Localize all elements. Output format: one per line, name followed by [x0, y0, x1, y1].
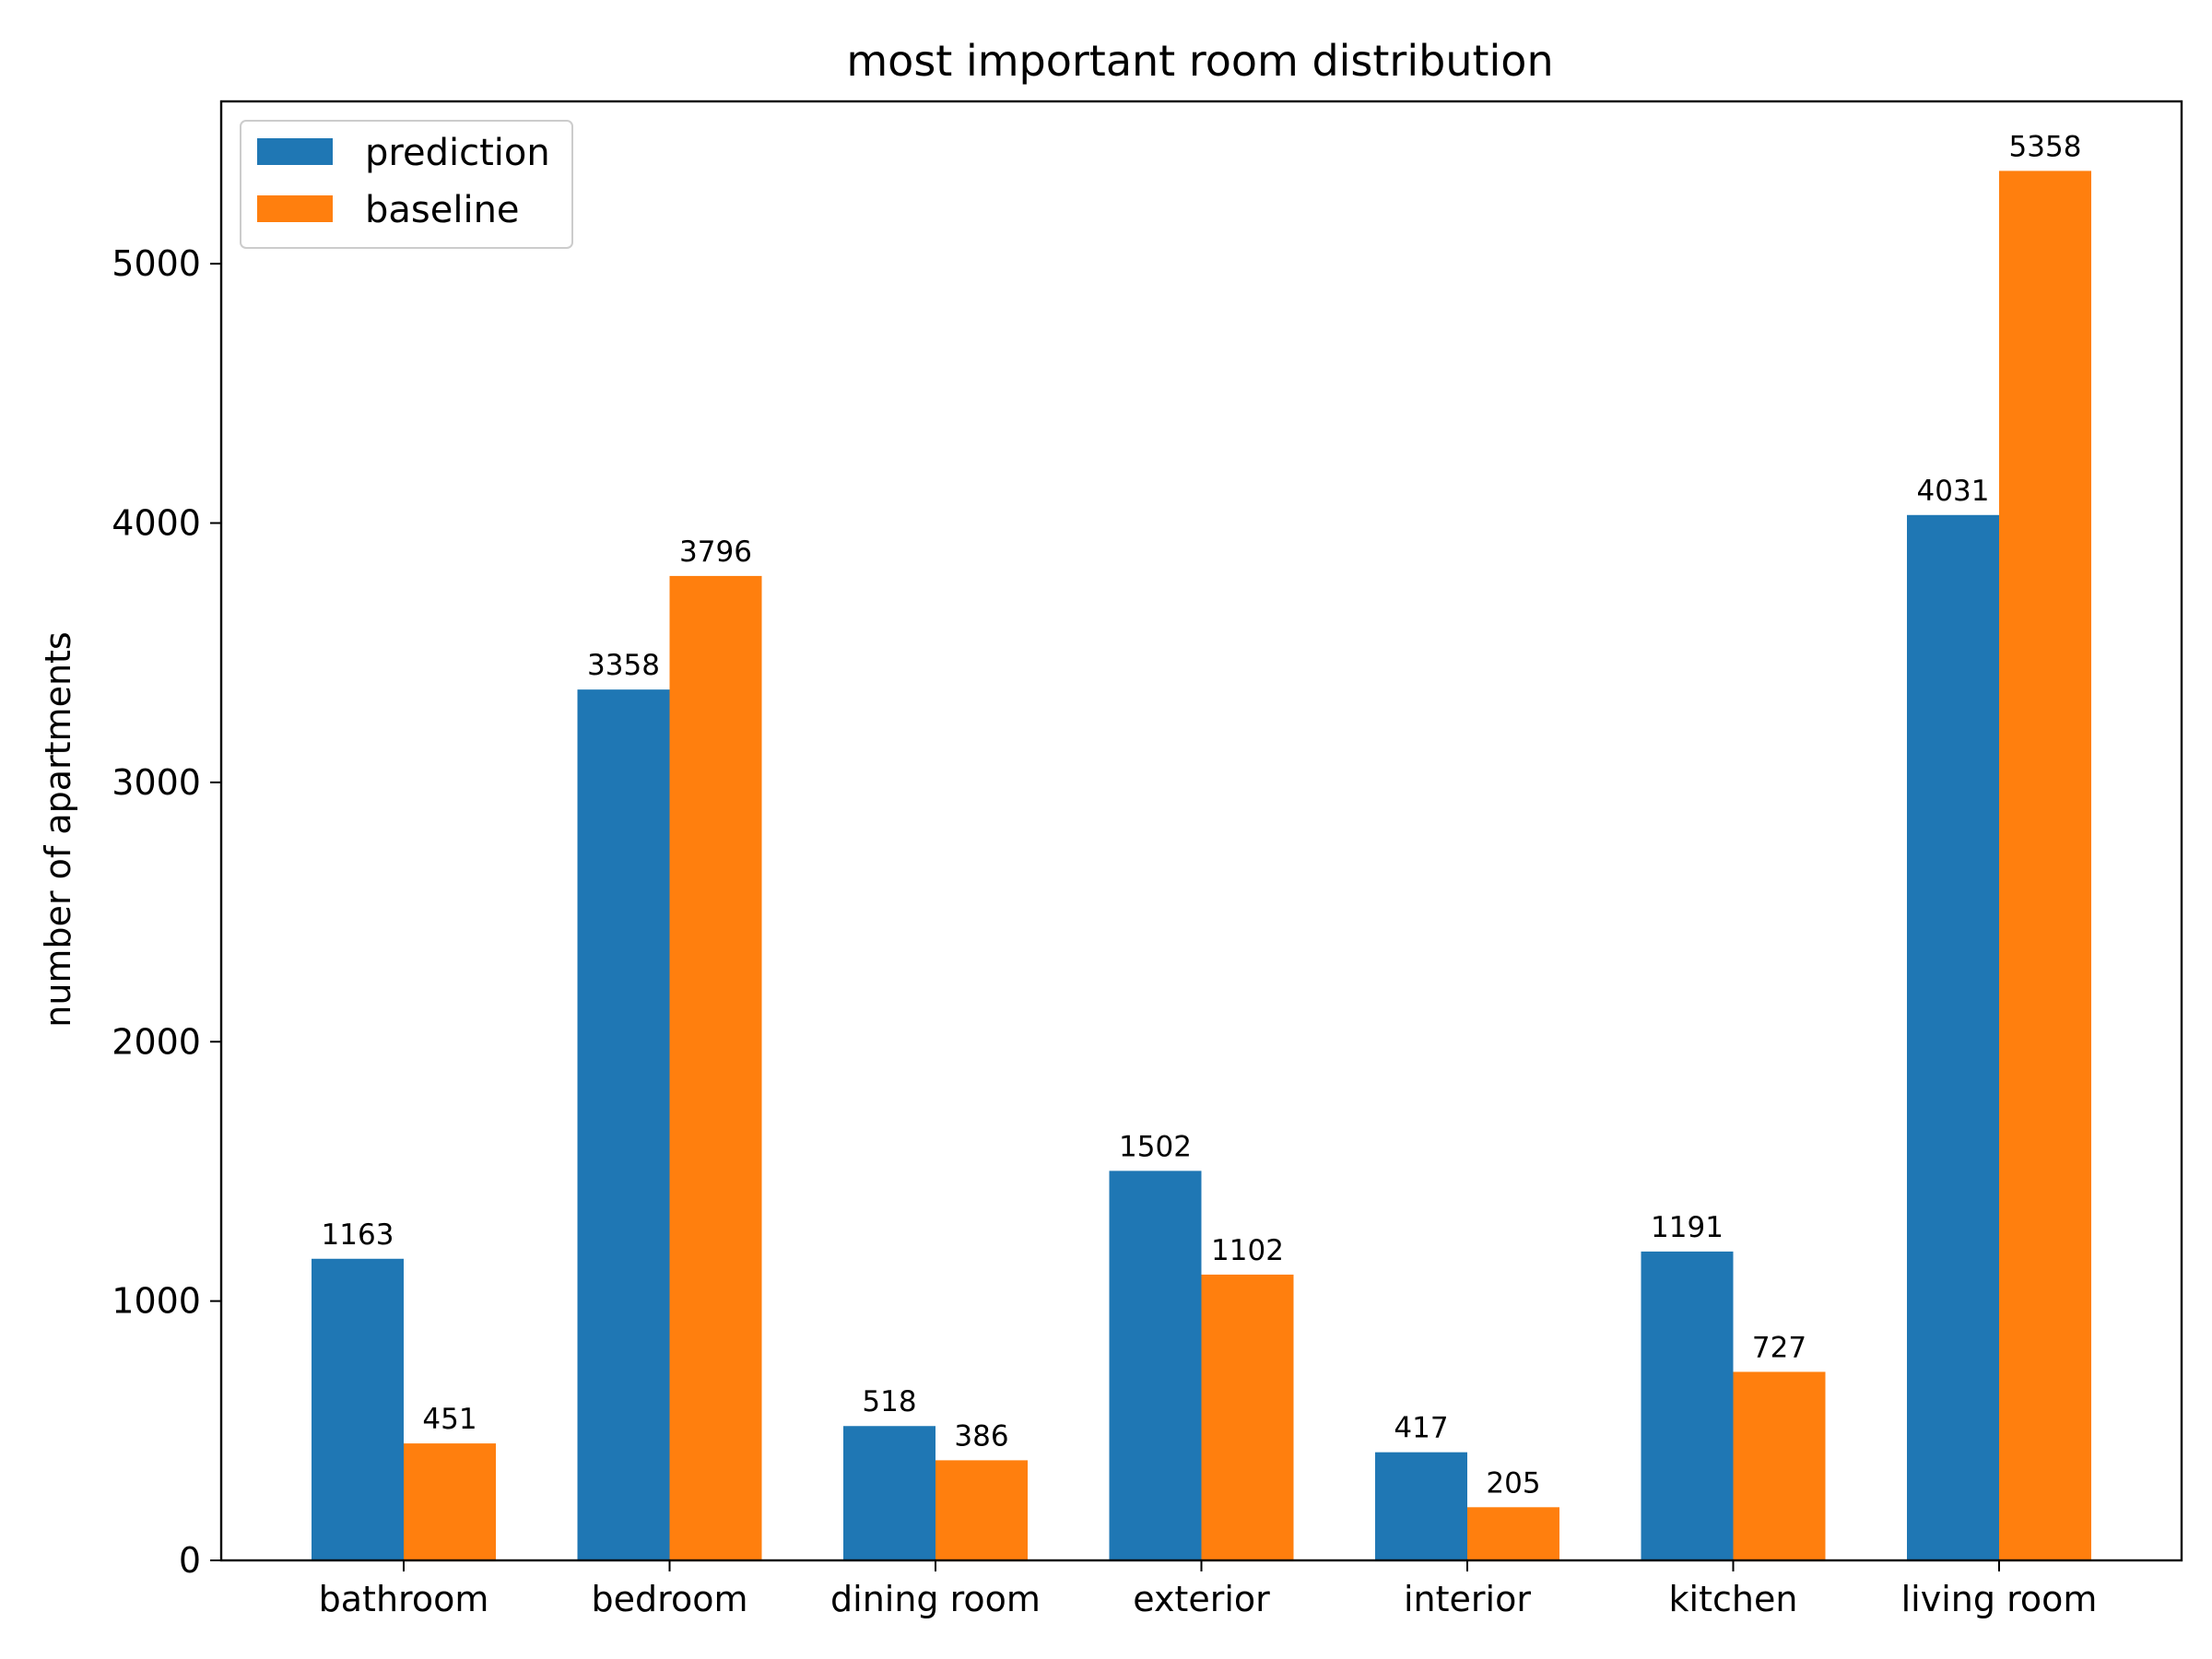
- y-axis: 0 1000 2000 3000 4000 5000: [112, 243, 221, 1581]
- data-label-prediction-kitchen: 1191: [1651, 1211, 1724, 1244]
- data-label-prediction-exterior: 1502: [1119, 1130, 1192, 1163]
- legend: prediction baseline: [240, 120, 573, 249]
- data-label-prediction-bathroom: 1163: [322, 1218, 394, 1252]
- bar-prediction-dining-room: [843, 1426, 935, 1560]
- y-axis-label: number of apartments: [38, 631, 78, 1028]
- x-tick-label: dining room: [830, 1579, 1041, 1619]
- bar-prediction-exterior: [1109, 1171, 1202, 1560]
- y-tick-label: 3000: [112, 762, 201, 803]
- bar-prediction-bathroom: [312, 1258, 404, 1560]
- x-tick-label: bathroom: [319, 1579, 489, 1619]
- bar-baseline-living-room: [1999, 171, 2091, 1561]
- data-labels-layer: 1163 451 3358 3796 518 386 1502 1102 417 205 1191 7…: [322, 130, 2082, 1500]
- bars-layer: [312, 171, 2091, 1561]
- data-label-prediction-interior: 417: [1394, 1412, 1448, 1445]
- legend-swatch-prediction: [257, 138, 333, 165]
- x-tick-label: bedroom: [592, 1579, 748, 1619]
- bar-baseline-exterior: [1201, 1274, 1294, 1560]
- data-label-prediction-dining-room: 518: [862, 1385, 916, 1418]
- legend-label-prediction: prediction: [365, 132, 550, 174]
- x-tick-label: exterior: [1133, 1579, 1270, 1619]
- x-axis: bathroom bedroom dining room exterior interi…: [319, 1560, 2098, 1619]
- x-tick-label: interior: [1404, 1579, 1531, 1619]
- bar-baseline-bathroom: [404, 1443, 496, 1560]
- bar-baseline-kitchen: [1733, 1371, 1826, 1560]
- plot-frame: [219, 100, 2183, 1562]
- bar-prediction-living-room: [1907, 514, 1999, 1561]
- y-tick-label: 4000: [112, 503, 201, 544]
- x-tick-label: kitchen: [1669, 1579, 1798, 1619]
- bar-baseline-dining-room: [935, 1460, 1028, 1560]
- bar-baseline-interior: [1467, 1507, 1559, 1560]
- bar-prediction-kitchen: [1641, 1251, 1734, 1560]
- legend-swatch-baseline: [257, 195, 333, 222]
- data-label-baseline-bathroom: 451: [422, 1403, 477, 1436]
- data-label-baseline-dining-room: 386: [954, 1419, 1008, 1453]
- data-label-baseline-living-room: 5358: [2009, 130, 2082, 163]
- y-tick-label: 2000: [112, 1021, 201, 1062]
- data-label-baseline-interior: 205: [1486, 1466, 1540, 1500]
- bar-baseline-bedroom: [669, 575, 762, 1560]
- data-label-baseline-kitchen: 727: [1752, 1331, 1806, 1364]
- bar-prediction-bedroom: [577, 689, 670, 1560]
- data-label-prediction-living-room: 4031: [1917, 475, 1990, 508]
- chart-title: most important room distribution: [846, 36, 1553, 86]
- bar-prediction-interior: [1375, 1452, 1467, 1560]
- data-label-baseline-exterior: 1102: [1211, 1234, 1284, 1267]
- legend-label-baseline: baseline: [365, 189, 520, 231]
- y-tick-label: 1000: [112, 1281, 201, 1322]
- x-tick-label: living room: [1901, 1579, 2098, 1619]
- y-tick-label: 0: [179, 1540, 201, 1581]
- data-label-baseline-bedroom: 3796: [679, 535, 752, 569]
- data-label-prediction-bedroom: 3358: [587, 649, 660, 682]
- y-tick-label: 5000: [112, 243, 201, 284]
